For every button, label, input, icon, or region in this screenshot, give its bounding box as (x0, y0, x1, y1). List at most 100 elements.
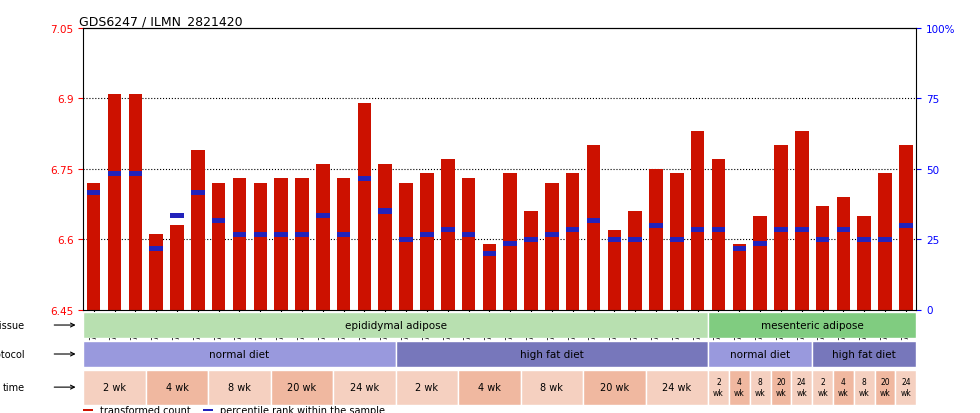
Bar (83, 312, 709, 339)
Bar (108, 171, 122, 176)
Bar (441, 228, 455, 233)
Text: high fat diet: high fat diet (520, 349, 584, 359)
Bar (420, 174, 434, 310)
Bar (896, 370, 916, 405)
Bar (709, 312, 916, 339)
Bar (108, 95, 122, 310)
Bar (899, 146, 912, 310)
Bar (732, 244, 746, 310)
Bar (565, 228, 579, 233)
Bar (254, 183, 268, 310)
Text: 2
wk: 2 wk (713, 377, 724, 397)
Bar (812, 370, 833, 405)
Bar (87, 190, 101, 195)
Text: 20
wk: 20 wk (775, 377, 786, 397)
Bar (358, 176, 371, 181)
Bar (858, 237, 871, 242)
Bar (545, 183, 559, 310)
Bar (295, 179, 309, 310)
Bar (171, 225, 184, 310)
Bar (754, 216, 767, 310)
Bar (691, 132, 705, 310)
Bar (545, 233, 559, 237)
Bar (774, 146, 788, 310)
Bar (333, 370, 396, 405)
Bar (128, 95, 142, 310)
Bar (833, 370, 854, 405)
Bar (83, 409, 93, 411)
Bar (854, 370, 875, 405)
Bar (504, 174, 517, 310)
Bar (754, 242, 767, 247)
Bar (482, 251, 496, 256)
Bar (608, 237, 621, 242)
Text: 2 wk: 2 wk (416, 382, 438, 392)
Bar (146, 370, 209, 405)
Bar (212, 218, 225, 223)
Bar (378, 165, 392, 310)
Bar (899, 223, 912, 228)
Bar (770, 370, 792, 405)
Text: tissue: tissue (0, 320, 24, 330)
Bar (878, 237, 892, 242)
Text: 24
wk: 24 wk (797, 377, 808, 397)
Text: 20 wk: 20 wk (600, 382, 629, 392)
Bar (254, 233, 268, 237)
Text: mesenteric adipose: mesenteric adipose (760, 320, 863, 330)
Bar (711, 160, 725, 310)
Bar (191, 151, 205, 310)
Bar (232, 233, 246, 237)
Bar (396, 370, 459, 405)
Bar (524, 237, 538, 242)
Text: protocol: protocol (0, 349, 24, 359)
Bar (209, 370, 270, 405)
Bar (274, 233, 288, 237)
Bar (149, 235, 163, 310)
Bar (795, 228, 808, 233)
Bar (399, 237, 413, 242)
Bar (646, 370, 709, 405)
Bar (587, 218, 601, 223)
Bar (565, 174, 579, 310)
Text: 4 wk: 4 wk (478, 382, 501, 392)
Text: normal diet: normal diet (730, 349, 790, 359)
Bar (795, 132, 808, 310)
Bar (858, 216, 871, 310)
Text: 4 wk: 4 wk (166, 382, 188, 392)
Bar (420, 233, 434, 237)
Bar (732, 247, 746, 252)
Bar (711, 228, 725, 233)
Bar (583, 370, 646, 405)
Bar (750, 370, 770, 405)
Bar (83, 341, 396, 368)
Bar (670, 237, 684, 242)
Text: 20 wk: 20 wk (287, 382, 317, 392)
Text: 8 wk: 8 wk (540, 382, 563, 392)
Bar (878, 174, 892, 310)
Text: epididymal adipose: epididymal adipose (345, 320, 447, 330)
Bar (729, 370, 750, 405)
Text: 20
wk: 20 wk (880, 377, 891, 397)
Bar (378, 209, 392, 214)
Bar (837, 197, 851, 310)
Bar (149, 247, 163, 252)
Text: 8 wk: 8 wk (228, 382, 251, 392)
Text: percentile rank within the sample: percentile rank within the sample (220, 405, 385, 413)
Text: 4
wk: 4 wk (838, 377, 849, 397)
Bar (459, 370, 520, 405)
Bar (587, 146, 601, 310)
Text: normal diet: normal diet (210, 349, 270, 359)
Bar (608, 230, 621, 310)
Bar (295, 233, 309, 237)
Bar (815, 237, 829, 242)
Bar (482, 244, 496, 310)
Text: 8
wk: 8 wk (858, 377, 869, 397)
Bar (504, 242, 517, 247)
Text: 4
wk: 4 wk (734, 377, 745, 397)
Text: 2 wk: 2 wk (103, 382, 126, 392)
Bar (396, 341, 709, 368)
Bar (709, 341, 812, 368)
Bar (316, 165, 329, 310)
Bar (399, 183, 413, 310)
Text: transformed count: transformed count (100, 405, 191, 413)
